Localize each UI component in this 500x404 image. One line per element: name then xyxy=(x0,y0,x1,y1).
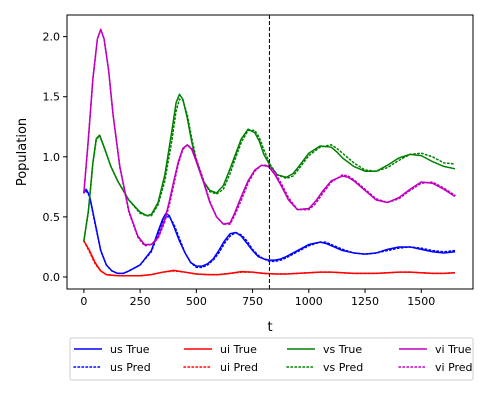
y-tick-label: 1.0 xyxy=(43,151,61,164)
plot-frame xyxy=(66,14,474,290)
legend-label-vi-true: vi True xyxy=(435,343,472,356)
legend-label-us-pred: us Pred xyxy=(110,361,151,374)
y-axis: 0.0 0.5 1.0 1.5 2.0 xyxy=(43,31,67,284)
legend-label-us-true: us True xyxy=(110,343,150,356)
x-tick-label: 1500 xyxy=(407,295,435,308)
x-tick-label: 500 xyxy=(186,295,207,308)
series-line-us-pred xyxy=(83,189,456,275)
y-tick-label: 2.0 xyxy=(43,31,61,44)
series-line-vs-pred xyxy=(83,98,456,242)
legend-label-vs-true: vs True xyxy=(323,343,362,356)
series-line-ui-pred xyxy=(83,240,456,277)
x-tick-label: 0 xyxy=(80,295,87,308)
x-axis: 0 250 500 750 1000 1250 1500 xyxy=(80,289,435,308)
y-tick-label: 1.5 xyxy=(43,91,61,104)
legend-label-ui-true: ui True xyxy=(220,343,257,356)
x-tick-label: 750 xyxy=(242,295,263,308)
x-tick-label: 1000 xyxy=(295,295,323,308)
series-layer xyxy=(83,28,456,277)
x-axis-label: t xyxy=(267,320,272,335)
series-line-vs-true xyxy=(83,93,456,242)
legend: us True us Pred ui True ui Pred vs True vs Pr… xyxy=(69,337,474,381)
y-tick-label: 0.5 xyxy=(43,211,61,224)
legend-label-vs-pred: vs Pred xyxy=(323,361,363,374)
series-line-vi-pred xyxy=(83,28,456,247)
x-tick-label: 250 xyxy=(130,295,151,308)
y-axis-label: Population xyxy=(15,118,30,186)
x-tick-label: 1250 xyxy=(351,295,379,308)
legend-label-ui-pred: ui Pred xyxy=(220,361,258,374)
y-tick-label: 0.0 xyxy=(43,271,61,284)
legend-frame xyxy=(69,337,474,381)
legend-label-vi-pred: vi Pred xyxy=(435,361,473,374)
